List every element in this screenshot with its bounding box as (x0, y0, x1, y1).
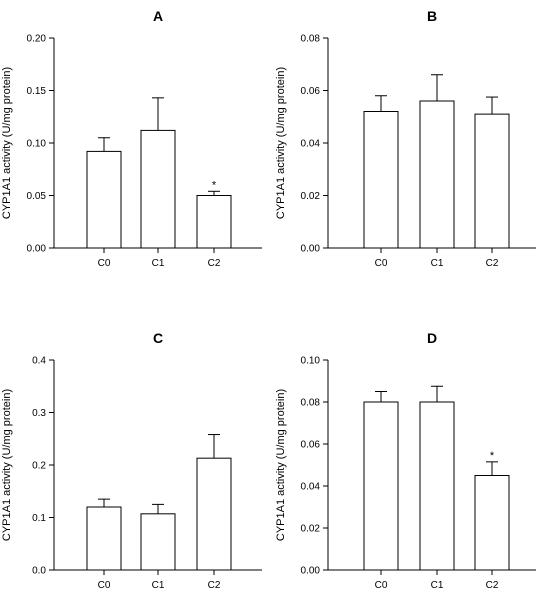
y-tick-label: 0.20 (27, 34, 47, 45)
panel-C: C CYP1A1 activity (U/mg protein) 0.0 0.1 0.2… (1, 330, 262, 591)
x-tick-label: C2 (486, 580, 499, 591)
panel-title: A (153, 8, 163, 24)
y-tick-label: 0.06 (301, 86, 321, 97)
y-tick-label: 0.3 (32, 408, 46, 419)
bar-C2 (196, 457, 232, 571)
significance-marker-C2: * (490, 450, 495, 462)
panel-title: C (153, 330, 163, 346)
y-axis-label: CYP1A1 activity (U/mg protein) (1, 389, 13, 541)
y-axis-label: CYP1A1 activity (U/mg protein) (275, 389, 287, 541)
bar-C1 (419, 100, 455, 249)
y-tick-label: 0.08 (301, 34, 321, 45)
bar-C1 (419, 401, 455, 571)
y-tick-label: 0.02 (301, 524, 321, 535)
bar-C0 (363, 401, 399, 571)
y-axis-label: CYP1A1 activity (U/mg protein) (275, 67, 287, 219)
x-tick-label: C0 (98, 258, 111, 269)
bar-C0 (363, 111, 399, 249)
x-tick-label: C0 (375, 580, 388, 591)
panel-D: D CYP1A1 activity (U/mg protein) 0.00 0.02 0… (275, 330, 536, 591)
y-tick-label: 0.1 (32, 513, 46, 524)
y-tick-label: 0.04 (301, 139, 321, 150)
y-tick-label: 0.2 (32, 461, 46, 472)
bar-C2 (474, 475, 510, 571)
significance-marker-C2: * (212, 179, 217, 191)
bar-C2 (196, 195, 232, 249)
y-tick-label: 0.10 (301, 356, 321, 367)
x-tick-label: C1 (431, 580, 444, 591)
y-tick-label: 0.00 (301, 244, 321, 255)
y-axis-label: CYP1A1 activity (U/mg protein) (1, 67, 13, 219)
panel-title: B (427, 8, 437, 24)
y-tick-label: 0.08 (301, 398, 321, 409)
panel-A: A CYP1A1 activity (U/mg protein) 0.00 0.05 0… (1, 8, 262, 269)
y-tick-label: 0.06 (301, 440, 321, 451)
x-tick-label: C0 (375, 258, 388, 269)
x-tick-label: C1 (152, 258, 165, 269)
y-tick-label: 0.0 (32, 566, 46, 577)
bar-C2 (474, 113, 510, 249)
x-tick-label: C0 (98, 580, 111, 591)
x-tick-label: C2 (208, 258, 221, 269)
y-tick-label: 0.15 (27, 86, 47, 97)
y-tick-label: 0.10 (27, 139, 47, 150)
bar-C1 (140, 513, 176, 571)
y-tick-label: 0.04 (301, 482, 321, 493)
x-tick-label: C2 (208, 580, 221, 591)
bar-C0 (86, 506, 122, 571)
y-tick-label: 0.05 (27, 191, 47, 202)
y-tick-label: 0.4 (32, 356, 46, 367)
bar-C0 (86, 150, 122, 249)
panel-title: D (427, 330, 437, 346)
y-tick-label: 0.02 (301, 191, 321, 202)
y-tick-label: 0.00 (27, 244, 47, 255)
y-tick-label: 0.00 (301, 566, 321, 577)
x-tick-label: C2 (486, 258, 499, 269)
x-tick-label: C1 (152, 580, 165, 591)
bar-C1 (140, 129, 176, 249)
panel-B: B CYP1A1 activity (U/mg protein) 0.00 0.02 0… (275, 8, 536, 269)
x-tick-label: C1 (431, 258, 444, 269)
